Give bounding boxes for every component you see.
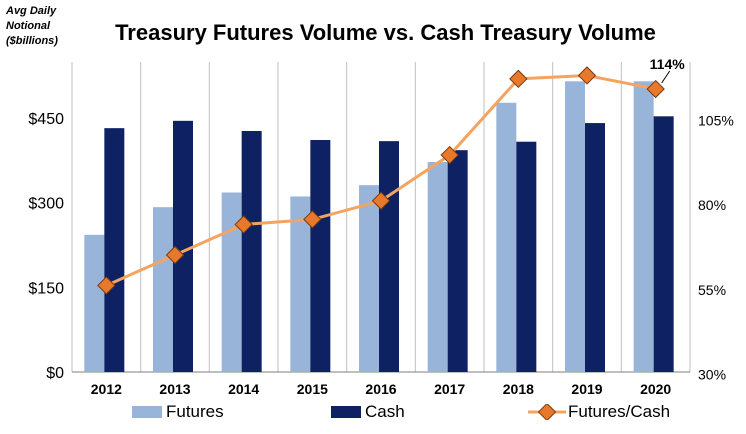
x-tick-label: 2018 bbox=[503, 381, 534, 397]
legend-item-cash: Cash bbox=[331, 402, 405, 422]
bar-cash bbox=[585, 123, 605, 372]
marker-futures-cash bbox=[371, 191, 391, 210]
y-axis-note-line-1: Avg Daily bbox=[6, 5, 57, 17]
y-tick-label-left: $150 bbox=[28, 280, 64, 297]
legend-label-ratio: Futures/Cash bbox=[568, 402, 671, 421]
y-tick-label-right: 105% bbox=[698, 113, 734, 129]
y-tick-label-left: $0 bbox=[46, 365, 64, 382]
bar-futures bbox=[359, 185, 379, 372]
y-tick-label-right: 30% bbox=[698, 367, 726, 383]
x-tick-label: 2020 bbox=[640, 381, 671, 397]
annotation-leader bbox=[661, 70, 671, 84]
x-tick-label: 2019 bbox=[571, 381, 602, 397]
x-tick-label: 2012 bbox=[91, 381, 122, 397]
bar-cash bbox=[447, 150, 468, 372]
x-tick-label: 2013 bbox=[159, 381, 190, 397]
y-tick-label-left: $450 bbox=[28, 111, 64, 128]
x-tick-label: 2014 bbox=[228, 381, 259, 397]
bar-cash bbox=[104, 128, 125, 372]
marker-futures-cash bbox=[646, 79, 665, 99]
marker-futures-cash bbox=[509, 69, 528, 89]
marker-futures-cash bbox=[165, 245, 185, 265]
bar-futures bbox=[84, 234, 105, 372]
x-tick-label: 2015 bbox=[297, 381, 328, 397]
bar-futures bbox=[565, 81, 585, 373]
marker-futures-cash bbox=[303, 210, 322, 229]
x-tick-label: 2016 bbox=[365, 381, 396, 397]
legend-swatch-cash bbox=[331, 406, 361, 418]
legend-item-futures: Futures bbox=[132, 402, 224, 422]
bar-cash bbox=[516, 141, 537, 372]
annotation-label: 114% bbox=[650, 56, 686, 72]
legend-swatch-futures bbox=[132, 406, 162, 418]
bar-cash bbox=[379, 141, 399, 372]
bar-futures bbox=[221, 192, 242, 372]
bar-futures bbox=[153, 207, 173, 372]
bar-cash bbox=[241, 130, 262, 372]
bar-cash bbox=[310, 140, 331, 372]
x-tick-label: 2017 bbox=[434, 381, 465, 397]
legend-label-futures: Futures bbox=[166, 402, 224, 421]
marker-futures-cash bbox=[440, 145, 459, 165]
legend-label-cash: Cash bbox=[365, 402, 405, 421]
chart-title: Treasury Futures Volume vs. Cash Treasur… bbox=[115, 20, 656, 45]
bar-futures bbox=[633, 81, 654, 373]
y-axis-note: Avg Daily Notional ($billions) bbox=[6, 4, 58, 49]
marker-futures-cash bbox=[577, 66, 597, 85]
bar-cash bbox=[653, 116, 674, 372]
bar-futures bbox=[496, 102, 517, 372]
y-tick-label-left: $300 bbox=[28, 196, 64, 213]
bar-cash bbox=[173, 120, 193, 372]
y-axis-note-line-2: Notional bbox=[6, 20, 50, 32]
legend: Futures Cash Futures/Cash bbox=[0, 402, 746, 428]
bar-futures bbox=[427, 162, 448, 372]
y-axis-note-line-3: ($billions) bbox=[6, 35, 58, 47]
bar-futures bbox=[290, 196, 311, 372]
marker-futures-cash bbox=[234, 215, 253, 234]
marker-futures-cash bbox=[97, 276, 116, 295]
y-tick-label-right: 55% bbox=[698, 282, 726, 298]
y-tick-label-right: 80% bbox=[698, 197, 726, 213]
legend-swatch-ratio bbox=[528, 404, 566, 420]
legend-item-ratio: Futures/Cash bbox=[528, 402, 670, 422]
